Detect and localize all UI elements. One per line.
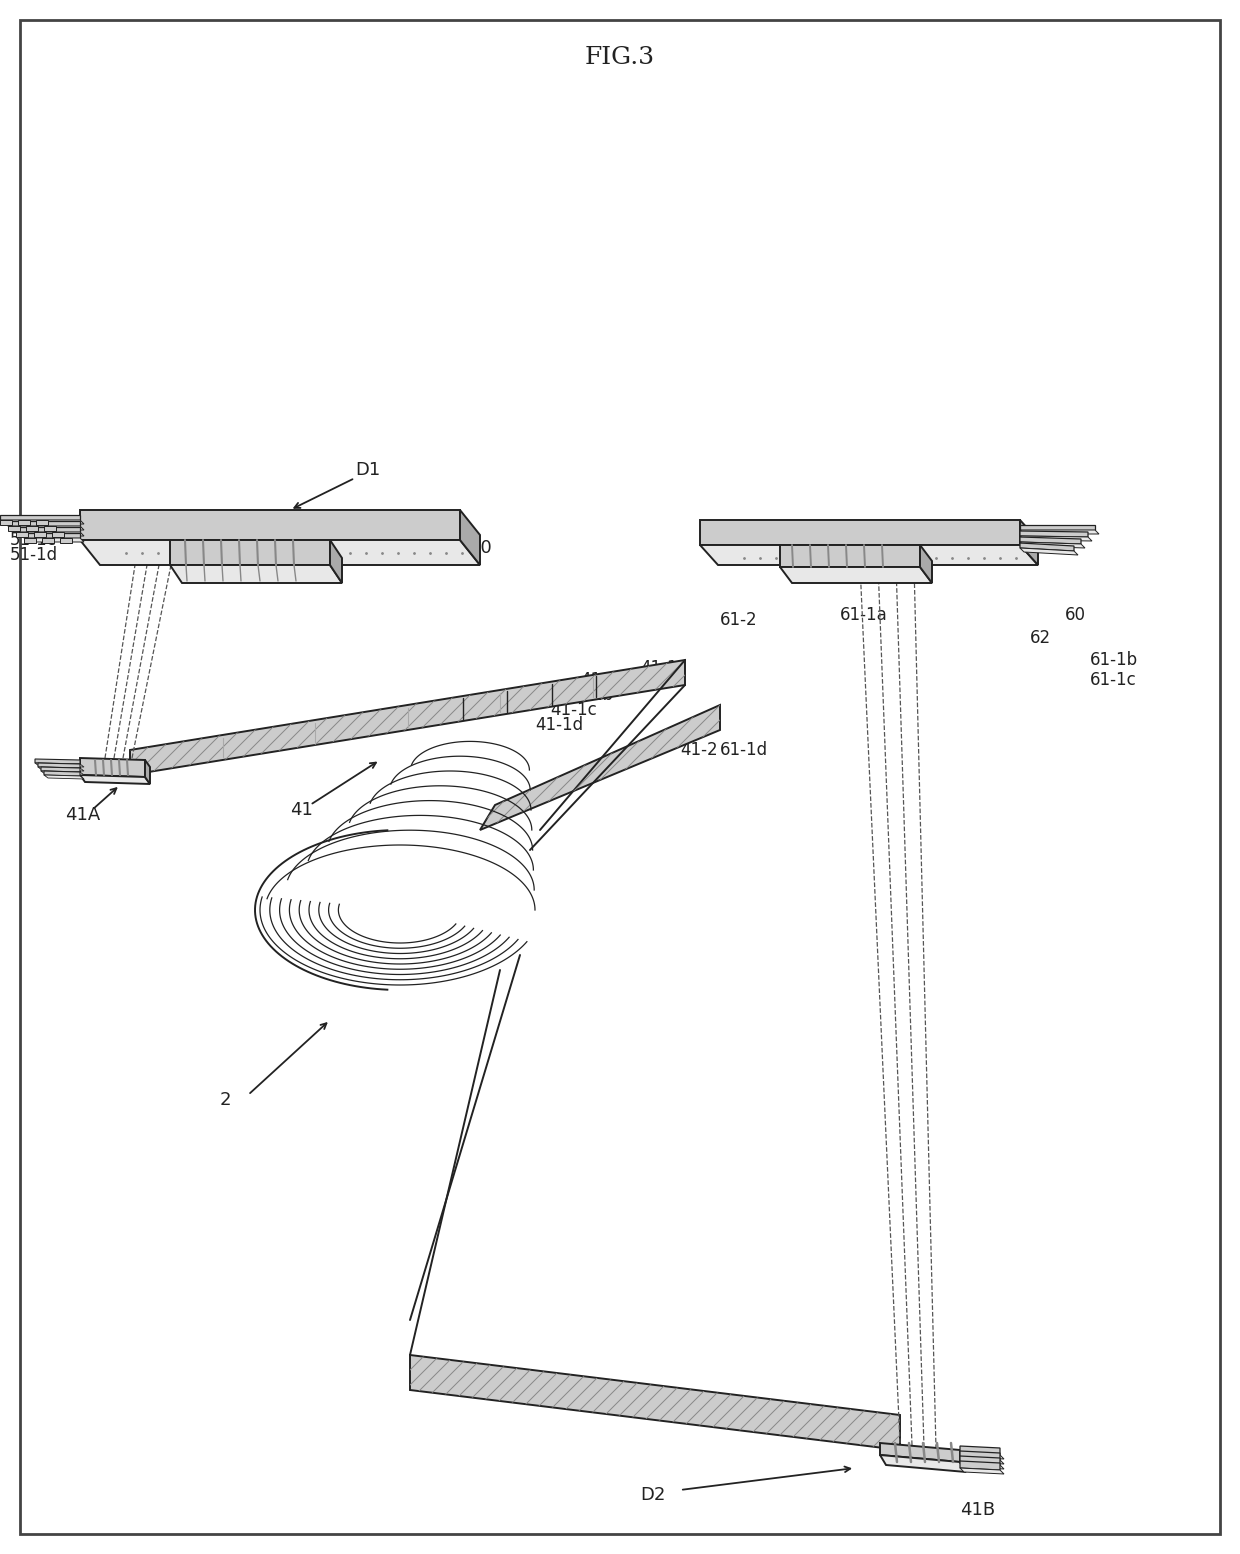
- Polygon shape: [7, 525, 20, 531]
- Text: 41-1c: 41-1c: [551, 701, 596, 720]
- Text: D1: D1: [355, 462, 381, 479]
- Polygon shape: [170, 566, 342, 583]
- Text: 62: 62: [1030, 629, 1052, 646]
- Text: 52: 52: [285, 539, 308, 556]
- Polygon shape: [920, 545, 932, 583]
- Polygon shape: [38, 763, 81, 768]
- Polygon shape: [960, 1456, 999, 1465]
- Polygon shape: [1021, 542, 1085, 549]
- Polygon shape: [81, 539, 480, 566]
- Polygon shape: [960, 1469, 1004, 1475]
- Polygon shape: [960, 1458, 1004, 1464]
- Polygon shape: [41, 771, 84, 775]
- Polygon shape: [960, 1461, 999, 1470]
- Text: 41: 41: [290, 800, 312, 819]
- Polygon shape: [60, 538, 72, 542]
- Polygon shape: [36, 521, 48, 525]
- Text: 2: 2: [219, 1091, 232, 1110]
- Text: 41-1b: 41-1b: [565, 685, 613, 704]
- Polygon shape: [16, 531, 84, 536]
- Text: 51-1d: 51-1d: [10, 545, 58, 564]
- Polygon shape: [1021, 536, 1092, 541]
- Polygon shape: [780, 567, 932, 583]
- Polygon shape: [701, 521, 1021, 545]
- Text: FIG.3: FIG.3: [585, 47, 655, 70]
- Polygon shape: [780, 545, 920, 567]
- Text: D2: D2: [640, 1486, 666, 1504]
- Polygon shape: [480, 706, 720, 830]
- Polygon shape: [24, 533, 81, 538]
- Polygon shape: [960, 1447, 999, 1455]
- Polygon shape: [170, 539, 330, 566]
- Text: 61-1d: 61-1d: [720, 741, 768, 758]
- Text: 51-1b: 51-1b: [10, 514, 58, 533]
- Polygon shape: [1021, 521, 1038, 566]
- Polygon shape: [330, 539, 342, 583]
- Polygon shape: [460, 510, 480, 566]
- Polygon shape: [880, 1444, 960, 1462]
- Polygon shape: [43, 525, 56, 531]
- Text: 61-2: 61-2: [720, 611, 758, 629]
- Polygon shape: [130, 660, 684, 775]
- Text: 51-1c: 51-1c: [10, 531, 57, 549]
- Polygon shape: [0, 521, 84, 524]
- Text: 41-1: 41-1: [640, 659, 677, 678]
- Text: 41-2: 41-2: [680, 741, 718, 758]
- Polygon shape: [38, 768, 84, 771]
- Polygon shape: [19, 521, 30, 525]
- Polygon shape: [1021, 538, 1081, 544]
- Polygon shape: [0, 514, 81, 521]
- Polygon shape: [81, 510, 460, 539]
- Polygon shape: [960, 1450, 966, 1472]
- Polygon shape: [960, 1453, 1004, 1459]
- Polygon shape: [52, 531, 64, 538]
- Polygon shape: [35, 763, 84, 768]
- Text: 51-1a: 51-1a: [175, 510, 223, 527]
- Polygon shape: [35, 758, 81, 765]
- Polygon shape: [1021, 531, 1087, 538]
- Polygon shape: [880, 1455, 966, 1472]
- Text: 50: 50: [470, 539, 492, 556]
- Polygon shape: [33, 531, 46, 538]
- Text: 41A: 41A: [64, 807, 100, 824]
- Polygon shape: [24, 538, 84, 542]
- Polygon shape: [16, 531, 29, 538]
- Text: 41B: 41B: [960, 1501, 996, 1518]
- Text: 60: 60: [1065, 606, 1086, 625]
- Polygon shape: [0, 521, 12, 525]
- Polygon shape: [1021, 542, 1074, 552]
- Polygon shape: [701, 545, 1038, 566]
- Text: 61-1a: 61-1a: [839, 606, 888, 625]
- Polygon shape: [7, 525, 84, 530]
- Polygon shape: [16, 527, 81, 531]
- Polygon shape: [1021, 549, 1078, 555]
- Polygon shape: [26, 525, 38, 531]
- Polygon shape: [43, 775, 84, 779]
- Polygon shape: [41, 768, 81, 772]
- Polygon shape: [81, 775, 150, 785]
- Polygon shape: [1021, 525, 1095, 530]
- Polygon shape: [81, 758, 145, 777]
- Polygon shape: [410, 1355, 900, 1450]
- Polygon shape: [960, 1462, 1004, 1469]
- Polygon shape: [1021, 530, 1099, 535]
- Text: 41-1d: 41-1d: [534, 716, 583, 733]
- Text: 41-1a: 41-1a: [580, 671, 627, 688]
- Polygon shape: [42, 538, 55, 542]
- Polygon shape: [24, 538, 36, 542]
- Polygon shape: [7, 521, 81, 525]
- Text: 61-1b: 61-1b: [1090, 651, 1138, 670]
- Text: 61-1c: 61-1c: [1090, 671, 1137, 688]
- Polygon shape: [960, 1451, 999, 1461]
- Polygon shape: [145, 760, 150, 785]
- Polygon shape: [43, 771, 81, 775]
